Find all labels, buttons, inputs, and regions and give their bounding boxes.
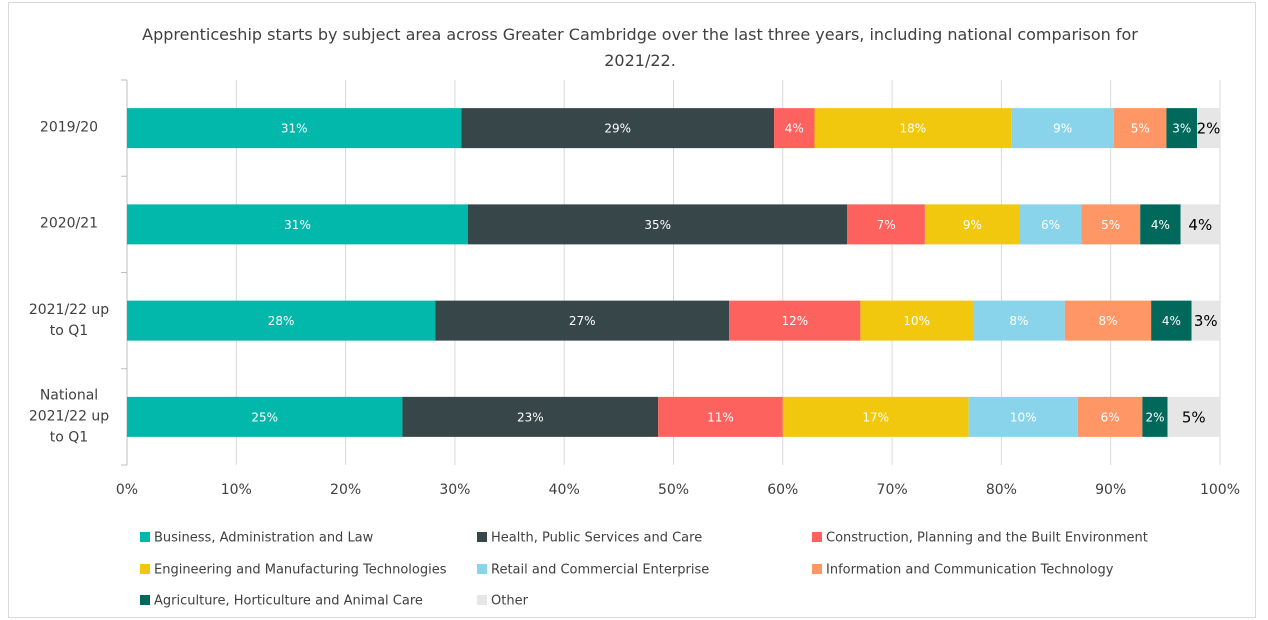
bar-segment xyxy=(1081,204,1141,245)
bar-segment xyxy=(658,396,783,437)
bar-segment xyxy=(127,204,469,245)
x-tick-label: 20% xyxy=(330,482,361,498)
bar-segment xyxy=(968,396,1078,437)
x-tick-label: 30% xyxy=(439,482,470,498)
data-label: 17% xyxy=(862,410,889,424)
bar-segment xyxy=(402,396,659,437)
legend-swatch xyxy=(477,532,487,542)
data-label: 25% xyxy=(251,410,278,424)
x-tick-label: 10% xyxy=(221,482,252,498)
y-tick-label: 2019/20 xyxy=(39,119,99,136)
data-label: 4% xyxy=(1188,216,1212,234)
legend-label: Construction, Planning and the Built Env… xyxy=(826,531,1148,546)
bar-segment xyxy=(924,204,1020,245)
data-label: 4% xyxy=(1162,314,1181,328)
bar-segment xyxy=(782,396,969,437)
bar-segment xyxy=(1180,204,1220,245)
legend-swatch xyxy=(812,532,822,542)
data-label: 5% xyxy=(1101,218,1120,232)
legend-label: Other xyxy=(491,594,529,609)
data-label: 6% xyxy=(1041,218,1060,232)
bar-segment xyxy=(774,108,815,149)
bar-segment xyxy=(1191,300,1220,341)
bar-segment xyxy=(847,204,925,245)
data-label: 9% xyxy=(1053,122,1072,136)
data-label: 9% xyxy=(963,218,982,232)
bar-segment xyxy=(127,300,436,341)
x-tick-label: 90% xyxy=(1095,482,1126,498)
legend-swatch xyxy=(140,532,150,542)
data-label: 31% xyxy=(284,218,311,232)
y-tick-label: National 2021/22 up to Q1 xyxy=(28,387,110,446)
bar-segment xyxy=(1077,396,1143,437)
legend-label: Agriculture, Horticulture and Animal Car… xyxy=(154,594,423,609)
bar-segment xyxy=(1019,204,1082,245)
bar-segment xyxy=(127,108,462,149)
legend-label: Engineering and Manufacturing Technologi… xyxy=(154,563,447,578)
data-label: 8% xyxy=(1009,314,1028,328)
chart-frame xyxy=(8,2,1256,618)
data-label: 10% xyxy=(903,314,930,328)
data-label: 27% xyxy=(569,314,596,328)
data-label: 18% xyxy=(900,122,927,136)
legend-swatch xyxy=(140,564,150,574)
data-label: 8% xyxy=(1098,314,1117,328)
data-label: 2% xyxy=(1145,410,1164,424)
bar-segment xyxy=(860,300,973,341)
data-label: 4% xyxy=(1151,218,1170,232)
data-label: 2% xyxy=(1197,120,1221,138)
x-tick-label: 50% xyxy=(658,482,689,498)
data-label: 35% xyxy=(644,218,671,232)
x-tick-label: 100% xyxy=(1200,482,1240,498)
bar-segment xyxy=(1113,108,1167,149)
legend-label: Business, Administration and Law xyxy=(154,531,374,546)
data-label: 29% xyxy=(604,122,631,136)
bar-segment xyxy=(461,108,775,149)
data-label: 3% xyxy=(1172,122,1191,136)
legend-label: Information and Communication Technology xyxy=(826,563,1114,578)
data-label: 31% xyxy=(281,122,308,136)
legend-swatch xyxy=(812,564,822,574)
bar-segment xyxy=(1151,300,1192,341)
bar-segment xyxy=(1197,108,1220,149)
chart-title: Apprenticeship starts by subject area ac… xyxy=(142,25,1138,70)
y-tick-label: 2021/22 up to Q1 xyxy=(28,301,110,339)
data-label: 3% xyxy=(1194,312,1218,330)
data-label: 11% xyxy=(707,410,734,424)
bar-segment xyxy=(972,300,1065,341)
legend-swatch xyxy=(140,595,150,605)
legend-label: Health, Public Services and Care xyxy=(491,531,702,546)
bar-segment xyxy=(1064,300,1152,341)
x-tick-label: 70% xyxy=(877,482,908,498)
data-label: 12% xyxy=(781,314,808,328)
y-tick-label: 2020/21 xyxy=(39,215,99,232)
bar-segment xyxy=(729,300,861,341)
data-label: 4% xyxy=(785,122,804,136)
bar-segment xyxy=(1142,396,1168,437)
bar-segment xyxy=(1166,108,1198,149)
bar-segment xyxy=(435,300,730,341)
data-label: 23% xyxy=(517,410,544,424)
bar-segment xyxy=(468,204,848,245)
bar-segment xyxy=(1140,204,1181,245)
data-label: 10% xyxy=(1010,410,1037,424)
legend-label: Retail and Commercial Enterprise xyxy=(491,563,709,578)
data-label: 5% xyxy=(1131,122,1150,136)
data-label: 28% xyxy=(268,314,295,328)
bar-segment xyxy=(1167,396,1220,437)
x-tick-label: 80% xyxy=(986,482,1017,498)
bar-segment xyxy=(814,108,1012,149)
x-tick-label: 60% xyxy=(767,482,798,498)
data-label: 6% xyxy=(1101,410,1120,424)
bar-segment xyxy=(1011,108,1114,149)
data-label: 5% xyxy=(1182,408,1206,426)
x-tick-label: 0% xyxy=(116,482,138,498)
data-label: 7% xyxy=(877,218,896,232)
bar-segment xyxy=(127,396,403,437)
legend-swatch xyxy=(477,595,487,605)
x-tick-label: 40% xyxy=(549,482,580,498)
legend-swatch xyxy=(477,564,487,574)
